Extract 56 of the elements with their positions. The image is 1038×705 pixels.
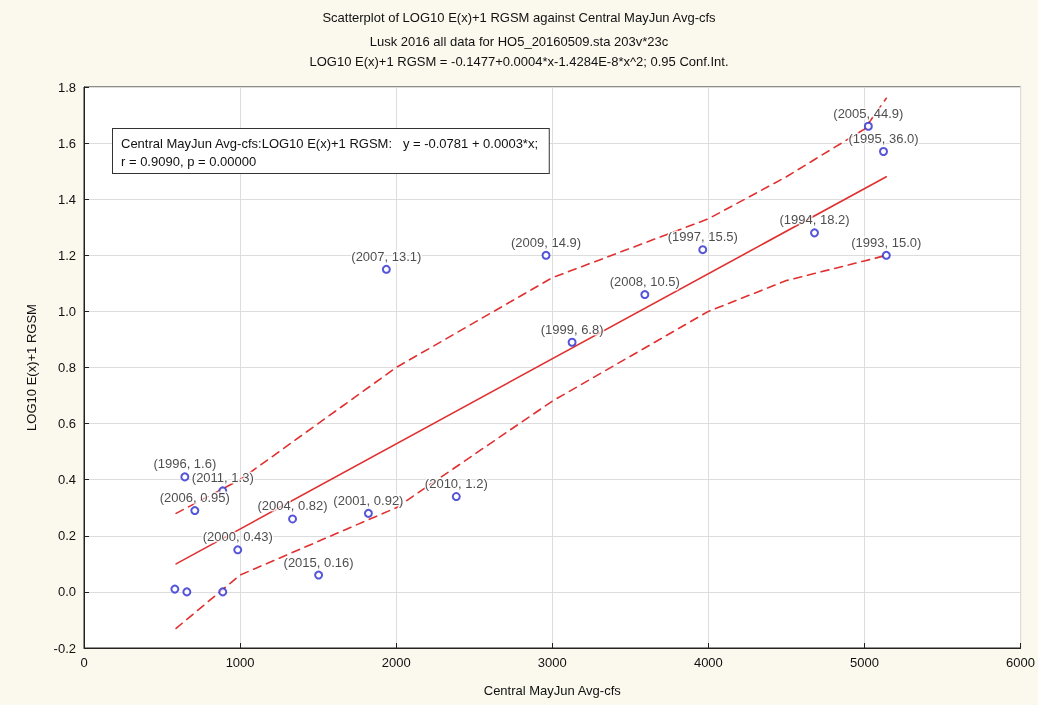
point — [881, 250, 891, 260]
y-tick-label: 1.8 — [57, 79, 76, 95]
x-tick-label: 4000 — [693, 655, 723, 670]
chart-subtitle: Lusk 2016 all data for HO5_20160509.sta 203v*23c LOG10 E(x)+1 RGSM = -0.1477+0.0004*x-1.4284E-8*x^2; 0.95 Conf.Int. — [309, 33, 729, 69]
y-tick-label: 0.8 — [57, 360, 76, 375]
point — [698, 245, 708, 255]
point — [567, 337, 577, 347]
point — [218, 587, 228, 597]
data-label: (2010, 1.2) — [424, 476, 488, 492]
point — [180, 472, 190, 482]
y-axis-title: LOG10 E(x)+1 RGSM — [24, 304, 39, 431]
chart-title: Scatterplot of LOG10 E(x)+1 RGSM against Central MayJun Avg-cfs — [322, 10, 717, 25]
x-tick-label: 5000 — [849, 655, 879, 670]
point — [381, 264, 391, 274]
point — [363, 508, 373, 518]
point — [233, 545, 243, 555]
data-label: (1996, 1.6) — [153, 456, 217, 472]
point — [170, 584, 180, 594]
y-tick-label: 1.6 — [57, 135, 76, 151]
y-tick-label: 1.0 — [57, 303, 76, 319]
point — [314, 570, 324, 580]
y-tick-label: 1.2 — [57, 247, 76, 263]
y-tick-label: -0.2 — [53, 640, 76, 656]
data-label: (1997, 15.5) — [667, 229, 738, 245]
x-tick-label: 2000 — [381, 655, 411, 670]
y-tick-label: 0.6 — [57, 416, 76, 432]
y-tick-label: 0.0 — [57, 584, 76, 600]
data-label: (2009, 14.9) — [510, 234, 582, 250]
x-tick-label: 6000 — [1006, 655, 1035, 670]
point — [863, 121, 873, 131]
data-label: (2005, 44.9) — [833, 105, 904, 121]
data-label: (1993, 15.0) — [851, 234, 922, 250]
data-label: (2007, 13.1) — [351, 248, 422, 264]
y-tick-label: 0.4 — [57, 472, 76, 488]
y-tick-label: 1.4 — [57, 191, 76, 207]
point — [182, 587, 192, 597]
point — [541, 250, 551, 260]
annotation: Central MayJun Avg-cfs:LOG10 E(x)+1 RGSM: y = -0.0781 + 0.0003*x; r = 0.9090, p = 0.00000 — [121, 135, 539, 169]
data-label: (2001, 0.92) — [333, 492, 404, 508]
data-label: (2008, 10.5) — [609, 274, 680, 290]
x-axis-title: Central MayJun Avg-cfs — [483, 683, 622, 698]
data-label: (1995, 36.0) — [848, 131, 919, 147]
data-label: (2015, 0.16) — [283, 554, 354, 570]
data-label: (2011, 1.3) — [191, 470, 254, 486]
data-label: (1999, 6.8) — [540, 321, 604, 337]
point — [190, 506, 200, 516]
point — [288, 514, 298, 524]
data-label: (2006, 0.95) — [159, 490, 230, 506]
point — [810, 228, 819, 238]
x-tick-label: 1000 — [225, 655, 255, 670]
x-tick-label: 3000 — [537, 655, 567, 670]
point — [879, 147, 888, 157]
point — [640, 290, 650, 300]
y-tick-label: 0.2 — [57, 528, 76, 544]
x-tick-label: 0 — [80, 655, 88, 670]
point — [451, 492, 461, 502]
